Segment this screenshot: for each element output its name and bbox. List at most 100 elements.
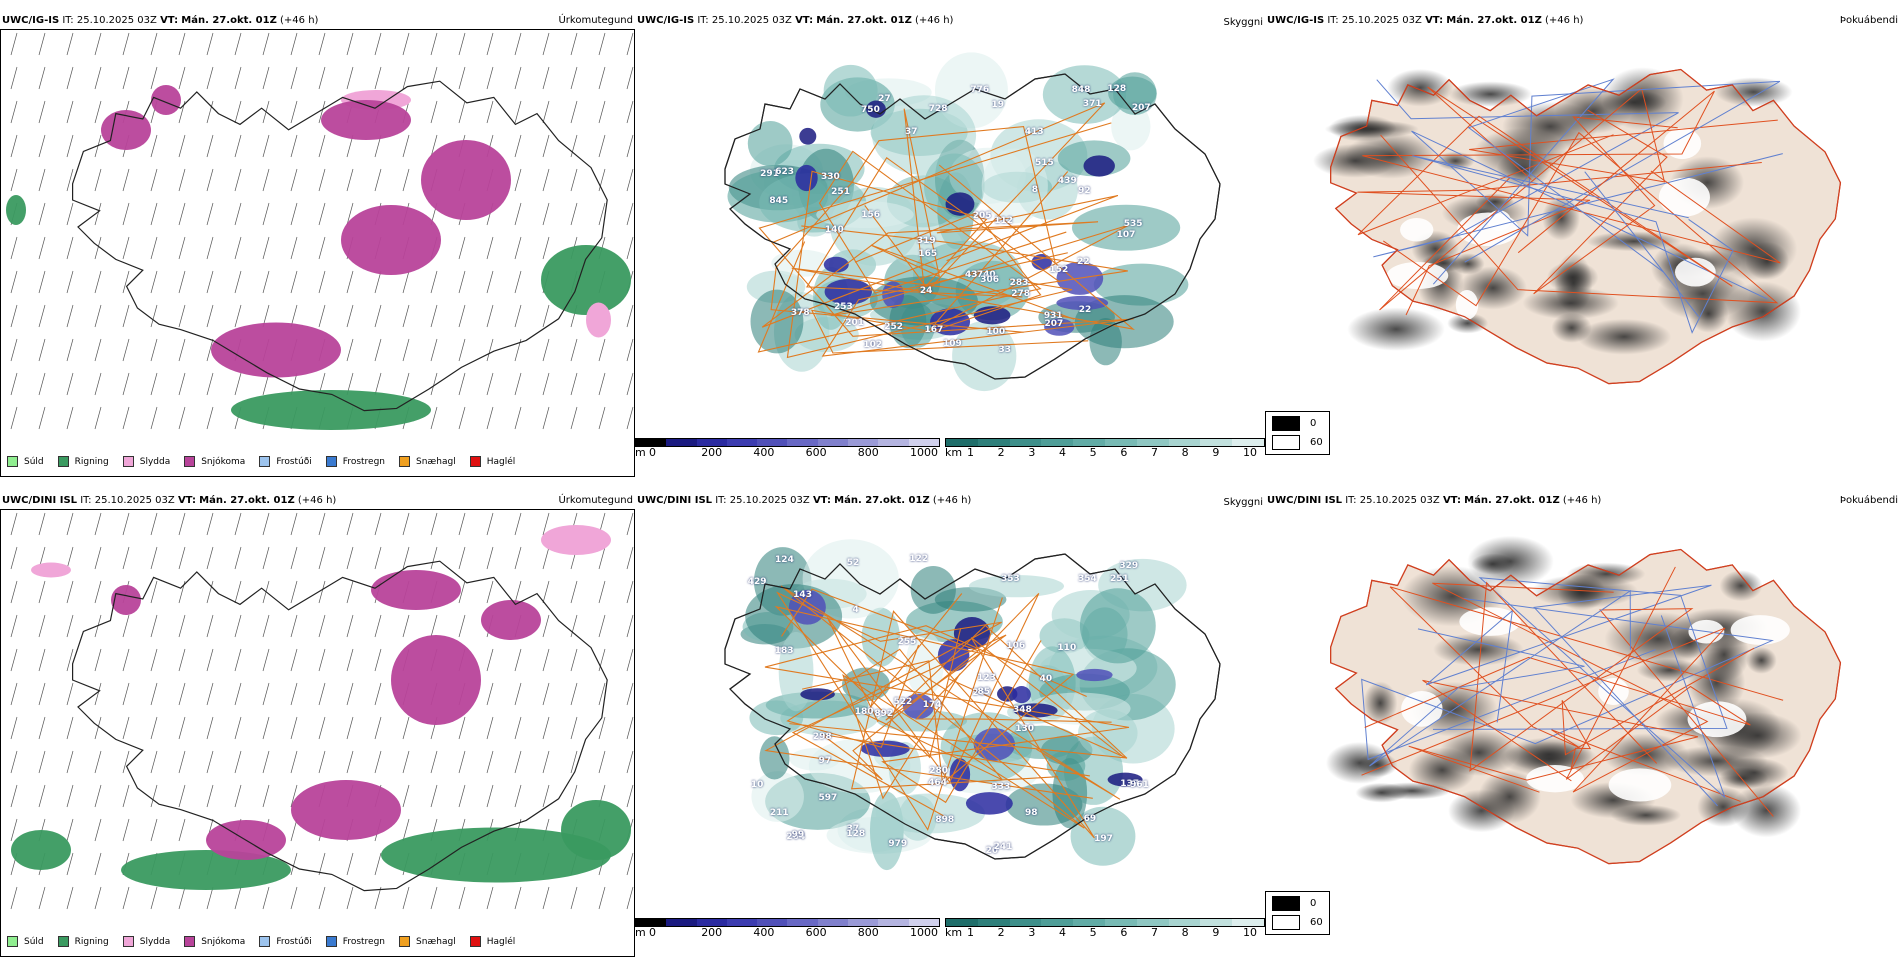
wind-barb [66,168,74,192]
wind-barb [570,784,578,808]
wind-barb [626,236,634,260]
wind-barb [626,580,634,604]
low-ceiling-area [1012,686,1031,704]
ceiling-value-label: 183 [774,645,794,656]
visibility-area [1093,263,1189,306]
wind-barb [542,512,550,536]
wind-barb [514,716,522,740]
colorbar-cell [726,919,758,926]
wind-barb [514,372,522,396]
snow-area [341,205,441,275]
wind-barb [318,134,326,158]
wind-barb [430,372,438,396]
colorbar-cell [666,919,697,926]
wind-barb [290,750,298,774]
low-ceiling-area [800,688,835,701]
wind-barb [542,338,550,362]
wind-barb [598,100,606,124]
wind-barb [542,886,550,910]
wind-barb [94,716,102,740]
ceiling-value-label: 319 [916,236,936,247]
wind-barb [570,202,578,226]
rain-area [121,850,291,890]
wind-barb [570,682,578,706]
legend-label: Slydda [139,936,171,947]
wind-barb [542,784,550,808]
wind-barb [486,32,494,56]
clear-area [1730,615,1790,645]
wind-barb [234,134,242,158]
wind-barb [38,648,46,672]
wind-barb [290,682,298,706]
legend-swatch [325,456,337,467]
ceiling-value-label: 4 [852,604,859,615]
wind-barb [38,886,46,910]
wind-barb [178,372,186,396]
legend-item: Snjókoma [184,936,245,947]
road-line [780,585,1121,829]
wind-barb [626,546,634,570]
wind-barb [66,372,74,396]
ceiling-value-label: 98 [1025,807,1038,818]
wind-barb [66,886,74,910]
wind-barb [514,682,522,706]
rain-area [381,827,611,883]
colorbar-cell [636,439,667,446]
wind-barb [38,304,46,328]
ceiling-value-label: 306 [980,275,1000,286]
ceiling-value-label: 140 [824,224,844,235]
low-ceiling-area [1107,772,1143,787]
fog-legend-label: 0 [1310,898,1317,909]
legend-label: Snæhagl [416,456,456,467]
road-line [826,592,1112,784]
wind-barb [290,236,298,260]
ceiling-value-label: 439 [1057,175,1077,186]
wind-barb [178,784,186,808]
colorbar-tick: 5 [1089,446,1097,459]
wind-barb [486,236,494,260]
wind-barb [290,372,298,396]
wind-barb [374,852,382,876]
wind-barb [178,682,186,706]
legend-swatch [122,936,134,947]
wind-barb [402,134,410,158]
wind-barb [598,168,606,192]
colorbar-cell [1232,439,1264,446]
wind-barb [66,614,74,638]
wind-barb [178,512,186,536]
wind-barb [66,270,74,294]
panel-field-name: Skyggni [1223,17,1263,28]
ceiling-value-label: 8 [1031,185,1038,196]
ceiling-value-label: 253 [834,301,853,312]
wind-barb [542,202,550,226]
wind-barb [234,750,242,774]
wind-barb [458,886,466,910]
ceiling-value-label: 205 [972,210,992,221]
wind-barb [402,614,410,638]
wind-barb [598,682,606,706]
wind-barb [94,580,102,604]
wind-barb [150,784,158,808]
wind-barb [66,134,74,158]
ceiling-value-label: 623 [775,166,795,177]
wind-barb [458,66,466,90]
wind-barb [430,784,438,808]
ceiling-value-label: 848 [1071,85,1091,96]
contour-line [1361,582,1726,793]
wind-barb [318,648,326,672]
wind-barb [234,66,242,90]
fog-shading [1745,646,1777,674]
wind-barb [486,406,494,430]
fog-shading [1576,318,1672,355]
wind-barb [346,338,354,362]
wind-barb [486,716,494,740]
wind-barb [402,304,410,328]
wind-barb [542,372,550,396]
wind-barb [458,304,466,328]
ceiling-value-label: 122 [909,554,929,565]
wind-barb [514,750,522,774]
visibility-area [823,64,878,117]
wind-barb [234,614,242,638]
wind-barb [290,716,298,740]
wind-barb [10,886,18,910]
